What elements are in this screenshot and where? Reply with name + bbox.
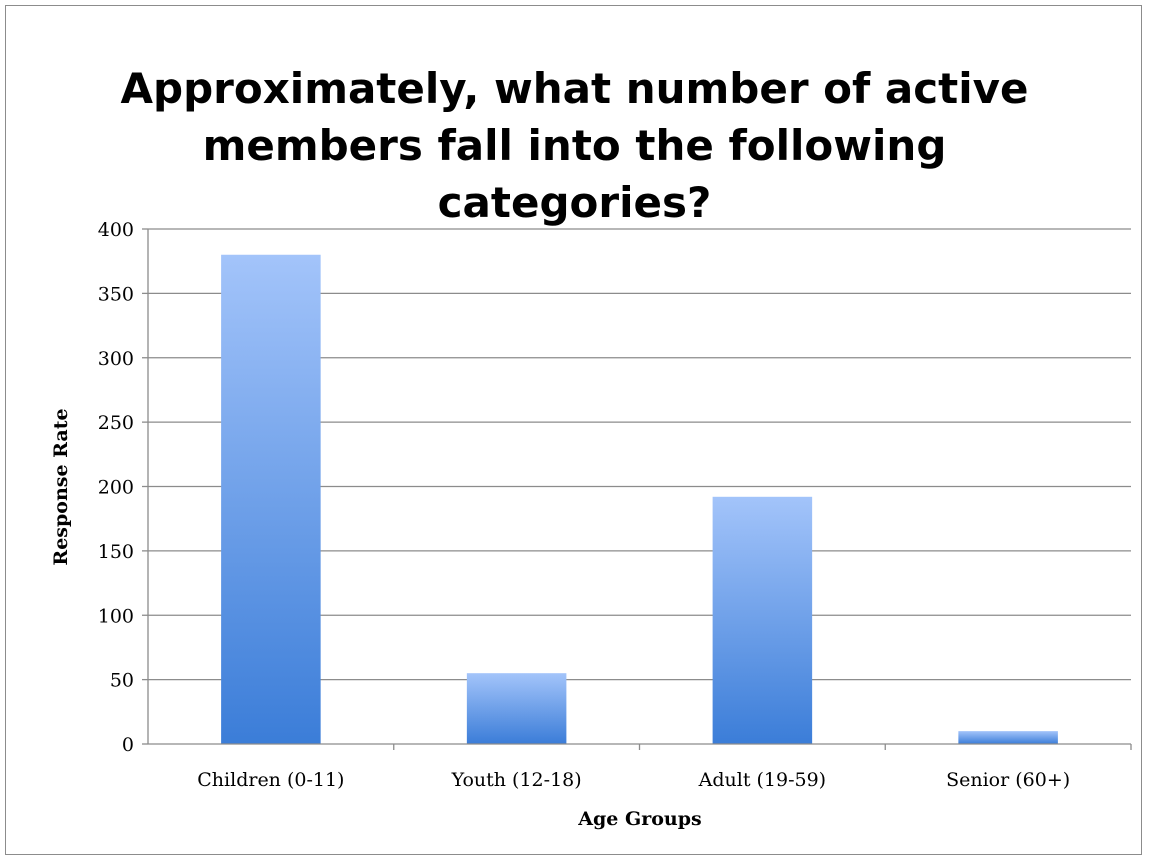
y-tick-label: 250 <box>98 412 134 434</box>
y-axis-title: Response Rate <box>50 408 72 565</box>
bar-1 <box>221 254 321 744</box>
x-tick-label: Senior (60+) <box>946 769 1070 791</box>
y-tick-label: 0 <box>122 734 134 756</box>
y-tick-labels: 0 50 100 150 200 250 300 350 400 <box>98 219 134 756</box>
y-tick-label: 50 <box>110 670 134 692</box>
y-tick-label: 300 <box>98 348 134 370</box>
y-tick-label: 350 <box>98 283 134 305</box>
bar-3 <box>712 496 813 744</box>
y-tick-label: 200 <box>98 477 134 499</box>
chart-frame <box>5 5 1142 855</box>
x-axis-title: Age Groups <box>577 808 701 830</box>
axes <box>147 229 1132 750</box>
chart-title-line-2: members fall into the following <box>202 121 947 170</box>
x-tick-label: Youth (12-18) <box>451 769 582 791</box>
bar-2 <box>466 673 567 744</box>
x-tick-label: Adult (19-59) <box>698 769 826 791</box>
y-tick-label: 150 <box>98 541 134 563</box>
y-tick-label: 400 <box>98 219 134 241</box>
bars <box>221 254 1058 744</box>
chart-title-line-1: Approximately, what number of active <box>120 64 1029 113</box>
x-tick-labels: Children (0-11) Youth (12-18) Adult (19-59… <box>197 769 1070 791</box>
y-tick-label: 100 <box>98 605 134 627</box>
chart-title: Approximately, what number of active mem… <box>0 60 1149 231</box>
bar-4 <box>958 731 1058 744</box>
chart-title-line-3: categories? <box>437 178 712 227</box>
x-tick-label: Children (0-11) <box>197 769 344 791</box>
